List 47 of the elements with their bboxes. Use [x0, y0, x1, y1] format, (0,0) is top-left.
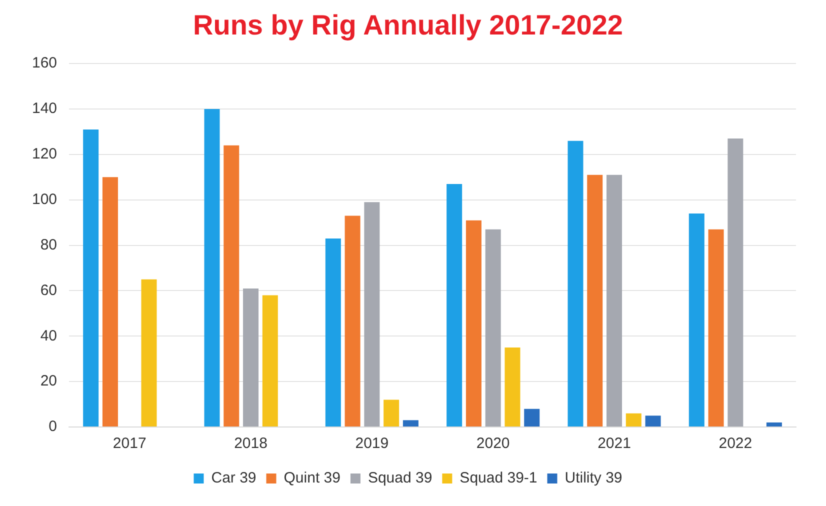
bar	[587, 174, 603, 426]
bar	[466, 220, 482, 426]
bar	[626, 413, 642, 426]
bar	[325, 238, 341, 426]
bar	[606, 174, 622, 426]
y-tick-label: 120	[32, 146, 58, 163]
x-tick-label: 2019	[355, 435, 389, 452]
bar	[446, 184, 462, 426]
y-tick-label: 80	[40, 236, 58, 254]
legend-label: Squad 39	[368, 470, 432, 487]
y-tick-label: 140	[32, 100, 58, 118]
legend-label: Car 39	[211, 470, 256, 487]
y-tick-label: 40	[40, 327, 58, 344]
y-tick-label: 160	[32, 54, 58, 72]
bar	[141, 279, 157, 426]
x-tick-label: 2017	[112, 435, 146, 452]
legend-label: Quint 39	[284, 470, 340, 487]
y-tick-label: 20	[40, 372, 58, 390]
bar	[384, 400, 400, 426]
legend-label: Squad 39-1	[460, 470, 538, 487]
bar	[708, 229, 724, 426]
bar	[524, 408, 540, 426]
bar	[728, 138, 744, 426]
bar	[83, 129, 99, 426]
bar	[344, 216, 360, 426]
bar	[485, 229, 501, 426]
bar	[766, 422, 782, 426]
bar	[645, 416, 661, 426]
y-tick-label: 60	[40, 282, 58, 299]
x-tick-label: 2020	[476, 435, 510, 452]
bar	[364, 202, 380, 426]
bar	[243, 288, 259, 426]
x-tick-label: 2018	[234, 435, 268, 452]
chart-title: Runs by Rig Annually 2017-2022	[193, 10, 623, 41]
y-tick-label: 100	[32, 191, 58, 208]
y-tick-label: 0	[48, 418, 58, 436]
legend-label: Utility 39	[564, 470, 622, 487]
x-tick-label: 2021	[598, 435, 631, 452]
bar	[568, 140, 584, 426]
bar	[504, 348, 520, 426]
bar	[102, 177, 118, 426]
bar	[262, 295, 278, 426]
bar	[402, 420, 418, 426]
bar	[224, 145, 240, 426]
x-tick-label: 2022	[718, 435, 752, 452]
bar	[688, 214, 704, 426]
bar	[204, 109, 220, 426]
